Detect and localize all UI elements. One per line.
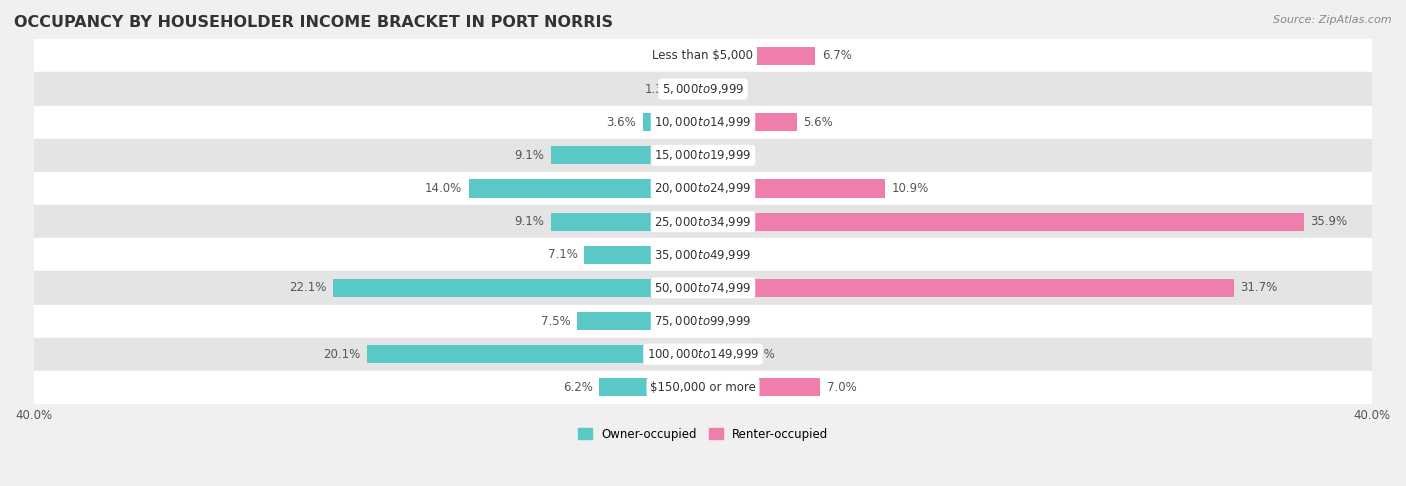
Text: 7.1%: 7.1% xyxy=(547,248,578,261)
Text: $75,000 to $99,999: $75,000 to $99,999 xyxy=(654,314,752,328)
Bar xyxy=(599,378,703,397)
Text: 10.9%: 10.9% xyxy=(893,182,929,195)
Text: 0.0%: 0.0% xyxy=(710,314,740,328)
Text: 31.7%: 31.7% xyxy=(1240,281,1278,295)
Bar xyxy=(34,105,1372,139)
Text: $50,000 to $74,999: $50,000 to $74,999 xyxy=(654,281,752,295)
Bar xyxy=(703,279,1233,297)
Bar xyxy=(703,47,815,65)
Text: $150,000 or more: $150,000 or more xyxy=(650,381,756,394)
Text: 3.6%: 3.6% xyxy=(606,116,636,129)
Bar xyxy=(34,205,1372,238)
Bar xyxy=(643,113,703,131)
Text: 22.1%: 22.1% xyxy=(290,281,326,295)
Bar xyxy=(703,113,797,131)
Bar xyxy=(551,146,703,164)
Bar xyxy=(703,345,738,364)
Text: $20,000 to $24,999: $20,000 to $24,999 xyxy=(654,181,752,195)
Text: 9.1%: 9.1% xyxy=(515,149,544,162)
Text: 9.1%: 9.1% xyxy=(515,215,544,228)
Bar xyxy=(367,345,703,364)
Text: 6.7%: 6.7% xyxy=(823,50,852,62)
Text: 1.3%: 1.3% xyxy=(645,83,675,96)
Text: $100,000 to $149,999: $100,000 to $149,999 xyxy=(647,347,759,361)
Text: 0.0%: 0.0% xyxy=(710,149,740,162)
Text: $10,000 to $14,999: $10,000 to $14,999 xyxy=(654,115,752,129)
Bar xyxy=(34,139,1372,172)
Text: Source: ZipAtlas.com: Source: ZipAtlas.com xyxy=(1274,15,1392,25)
Bar xyxy=(34,39,1372,72)
Bar xyxy=(703,378,820,397)
Bar xyxy=(468,179,703,198)
Text: 7.5%: 7.5% xyxy=(541,314,571,328)
Text: 35.9%: 35.9% xyxy=(1310,215,1347,228)
Bar xyxy=(583,245,703,264)
Text: $5,000 to $9,999: $5,000 to $9,999 xyxy=(662,82,744,96)
Text: 0.0%: 0.0% xyxy=(710,83,740,96)
Bar xyxy=(34,172,1372,205)
Text: 7.0%: 7.0% xyxy=(827,381,856,394)
Bar xyxy=(34,72,1372,105)
Bar xyxy=(551,212,703,231)
Text: 0.0%: 0.0% xyxy=(710,248,740,261)
Bar xyxy=(578,312,703,330)
Text: 20.1%: 20.1% xyxy=(322,347,360,361)
Bar xyxy=(703,179,886,198)
Text: $15,000 to $19,999: $15,000 to $19,999 xyxy=(654,148,752,162)
Text: 6.2%: 6.2% xyxy=(562,381,592,394)
Bar xyxy=(34,338,1372,371)
Bar xyxy=(34,271,1372,305)
Bar xyxy=(703,212,1303,231)
Bar xyxy=(682,80,703,98)
Bar xyxy=(34,371,1372,404)
Text: 2.1%: 2.1% xyxy=(745,347,775,361)
Text: Less than $5,000: Less than $5,000 xyxy=(652,50,754,62)
Bar xyxy=(333,279,703,297)
Text: 0.0%: 0.0% xyxy=(666,50,696,62)
Text: 14.0%: 14.0% xyxy=(425,182,463,195)
Text: 5.6%: 5.6% xyxy=(803,116,834,129)
Bar xyxy=(34,238,1372,271)
Legend: Owner-occupied, Renter-occupied: Owner-occupied, Renter-occupied xyxy=(572,423,834,446)
Text: $35,000 to $49,999: $35,000 to $49,999 xyxy=(654,248,752,262)
Text: $25,000 to $34,999: $25,000 to $34,999 xyxy=(654,215,752,228)
Bar xyxy=(34,305,1372,338)
Text: OCCUPANCY BY HOUSEHOLDER INCOME BRACKET IN PORT NORRIS: OCCUPANCY BY HOUSEHOLDER INCOME BRACKET … xyxy=(14,15,613,30)
